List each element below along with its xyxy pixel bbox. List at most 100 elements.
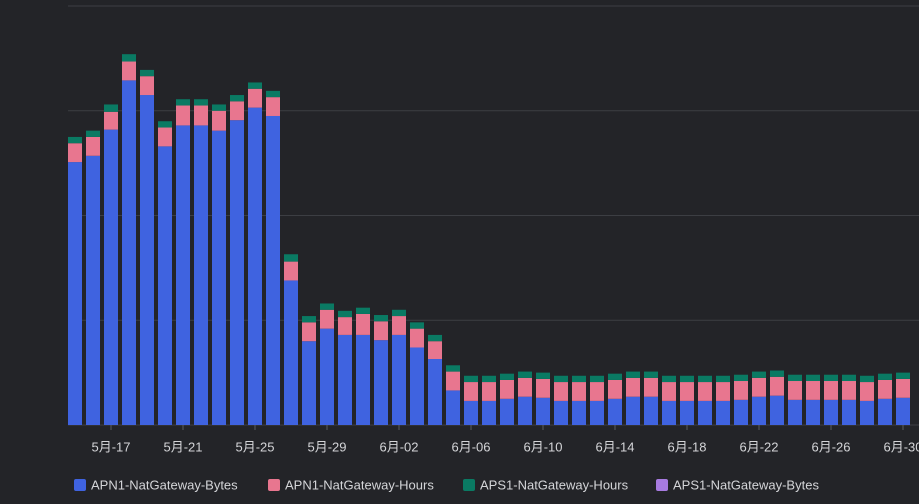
bar-segment — [482, 382, 496, 401]
bar-segment — [500, 398, 514, 425]
bar-segment — [590, 375, 604, 383]
bar-segment — [410, 322, 424, 329]
bar-segment — [572, 382, 586, 401]
bar-segment — [230, 101, 244, 121]
bar-segment — [230, 95, 244, 102]
legend-swatch — [268, 479, 280, 491]
bar-segment — [896, 378, 910, 398]
bar-segment — [140, 76, 154, 96]
legend-label: APS1-NatGateway-Hours — [480, 477, 629, 492]
bar-segment — [284, 254, 298, 262]
bar-segment — [68, 136, 82, 144]
bar-segment — [644, 377, 658, 397]
bar-segment — [392, 316, 406, 335]
bar-segment — [338, 310, 352, 318]
bar-segment — [248, 82, 262, 89]
x-tick-label: 6月-10 — [523, 439, 562, 454]
legend-label: APS1-NatGateway-Bytes — [673, 477, 819, 492]
bar-segment — [158, 146, 172, 426]
bar-segment — [302, 341, 316, 425]
legend-swatch — [656, 479, 668, 491]
bar-segment — [896, 397, 910, 425]
bar-segment — [194, 99, 208, 106]
bar-segment — [374, 315, 388, 322]
bar-segment — [338, 334, 352, 425]
bar-segment — [806, 399, 820, 425]
bar-segment — [356, 313, 370, 335]
bar-segment — [752, 371, 766, 378]
bar-segment — [446, 365, 460, 372]
bar-segment — [392, 309, 406, 317]
bar-segment — [248, 107, 262, 426]
bar-segment — [860, 400, 874, 425]
bar-segment — [302, 322, 316, 342]
bar-segment — [248, 88, 262, 108]
bar-segment — [104, 129, 118, 426]
bar-segment — [626, 377, 640, 397]
bar-segment — [824, 374, 838, 382]
bar-segment — [608, 379, 622, 399]
bar-segment — [518, 377, 532, 397]
bar-segment — [716, 382, 730, 401]
x-tick-label: 6月-22 — [739, 439, 778, 454]
bar-segment — [878, 398, 892, 425]
bar-segment — [86, 130, 100, 137]
bar-segment — [752, 396, 766, 425]
bar-segment — [860, 375, 874, 383]
bar-segment — [212, 110, 226, 131]
bar-segment — [464, 375, 478, 383]
bar-segment — [644, 371, 658, 378]
bar-segment — [734, 374, 748, 382]
bar-segment — [284, 261, 298, 281]
bar-segment — [374, 340, 388, 425]
bar-segment — [572, 375, 586, 383]
bar-segment — [662, 382, 676, 401]
bar-segment — [536, 372, 550, 379]
bar-segment — [374, 321, 388, 341]
bar-segment — [266, 97, 280, 116]
bar-segment — [428, 334, 442, 342]
bar-segment — [698, 400, 712, 425]
bar-segment — [140, 95, 154, 425]
bar-segment — [194, 105, 208, 126]
legend-label: APN1-NatGateway-Hours — [285, 477, 434, 492]
bar-segment — [410, 347, 424, 425]
bar-segment — [446, 390, 460, 425]
bar-segment — [590, 400, 604, 425]
bar-segment — [518, 396, 532, 425]
bar-segment — [680, 400, 694, 425]
bar-segment — [878, 379, 892, 399]
bar-segment — [212, 104, 226, 111]
bar-segment — [230, 120, 244, 426]
bar-segment — [104, 104, 118, 112]
bar-segment — [482, 400, 496, 425]
bar-segment — [464, 382, 478, 401]
bar-segment — [356, 334, 370, 425]
bar-segment — [662, 400, 676, 425]
legend-swatch — [74, 479, 86, 491]
bar-segment — [770, 395, 784, 425]
x-tick-label: 6月-14 — [595, 439, 634, 454]
bar-segment — [608, 398, 622, 425]
bar-segment — [266, 115, 280, 426]
bar-segment — [122, 80, 136, 425]
bar-segment — [122, 61, 136, 81]
bar-segment — [176, 105, 190, 126]
bar-segment — [446, 371, 460, 391]
bar-segment — [554, 400, 568, 425]
bar-segment — [518, 371, 532, 378]
legend-label: APN1-NatGateway-Bytes — [91, 477, 238, 492]
bar-segment — [464, 400, 478, 425]
x-tick-label: 5月-29 — [307, 439, 346, 454]
bar-segment — [194, 125, 208, 425]
bar-segment — [68, 162, 82, 425]
bar-segment — [788, 374, 802, 382]
bar-segment — [176, 125, 190, 425]
bar-segment — [842, 381, 856, 400]
bar-segment — [572, 400, 586, 425]
bar-segment — [86, 136, 100, 156]
bar-segment — [392, 334, 406, 425]
bar-segment — [680, 375, 694, 383]
bar-segment — [698, 375, 712, 383]
